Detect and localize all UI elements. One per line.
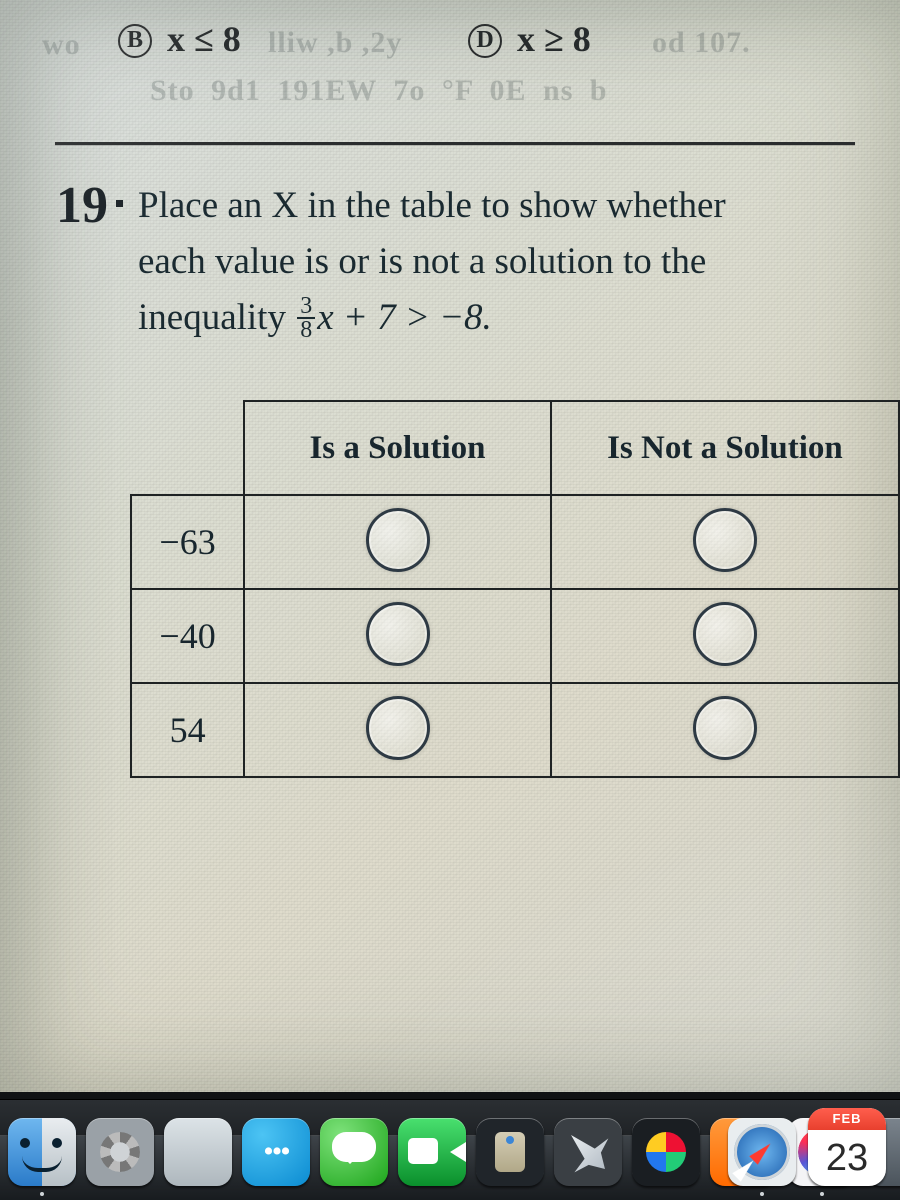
solution-table: Is a Solution Is Not a Solution −63 −40 … (130, 400, 900, 778)
bleed-text: od 107. (652, 26, 751, 60)
column-header-is-solution: Is a Solution (244, 401, 551, 495)
macos-dock: FEB 23 (0, 1099, 900, 1200)
calendar-month: FEB (808, 1108, 886, 1130)
worksheet-page: B x ≤ 8 D x ≥ 8 wo lliw ,b ,2y od 107. S… (0, 0, 900, 1100)
table-row: −63 (131, 495, 899, 589)
row-value: −40 (131, 589, 244, 683)
cell-solution[interactable] (244, 683, 551, 777)
bleed-text: Sto 9d1 191EW 7o °F 0E ns b (150, 74, 608, 108)
fraction-3-8: 38 (297, 296, 315, 341)
cell-solution[interactable] (244, 495, 551, 589)
previous-question-options: B x ≤ 8 D x ≥ 8 wo lliw ,b ,2y od 107. S… (0, 18, 900, 128)
question-line2: each value is or is not a solution to th… (138, 241, 706, 282)
bleed-text: wo (42, 28, 81, 62)
bleed-text: lliw ,b ,2y (268, 26, 402, 60)
inequality-expression: x + 7 > −8. (317, 297, 492, 338)
option-letter-b: B (118, 24, 152, 58)
launchpad-icon[interactable] (554, 1118, 622, 1186)
fraction-denominator: 8 (297, 320, 315, 340)
question-line1: Place an X in the table to show whether (138, 185, 726, 226)
cell-solution[interactable] (244, 589, 551, 683)
finder-icon[interactable] (8, 1118, 76, 1186)
question-line3-pre: inequality (138, 297, 295, 338)
option-letter-d: D (468, 24, 502, 58)
row-value: −63 (131, 495, 244, 589)
option-b-expr: x ≤ 8 (167, 19, 241, 59)
row-value: 54 (131, 683, 244, 777)
column-header-is-not-solution: Is Not a Solution (551, 401, 899, 495)
option-d: D x ≥ 8 (468, 18, 591, 60)
table-corner-empty (131, 401, 244, 495)
divider-rule (55, 142, 855, 145)
answer-bubble[interactable] (693, 696, 757, 760)
calendar-day: 23 (808, 1130, 886, 1186)
activity-circle-icon[interactable] (632, 1118, 700, 1186)
skype-icon[interactable] (242, 1118, 310, 1186)
answer-bubble[interactable] (366, 508, 430, 572)
question-text: Place an X in the table to show whether … (138, 178, 860, 346)
calendar-icon[interactable]: FEB 23 (808, 1108, 886, 1186)
table-row: −40 (131, 589, 899, 683)
cell-not-solution[interactable] (551, 683, 899, 777)
system-preferences-icon[interactable] (86, 1118, 154, 1186)
messages-icon[interactable] (320, 1118, 388, 1186)
question-number: 19 (56, 176, 108, 235)
funter-icon[interactable] (164, 1118, 232, 1186)
cell-not-solution[interactable] (551, 589, 899, 683)
question-number-dot (116, 200, 123, 207)
dock-icons-right: FEB 23 (728, 1108, 886, 1186)
answer-bubble[interactable] (366, 602, 430, 666)
fraction-numerator: 3 (297, 296, 315, 316)
screen-sharing-icon[interactable] (476, 1118, 544, 1186)
option-b: B x ≤ 8 (118, 18, 241, 60)
option-d-expr: x ≥ 8 (517, 19, 591, 59)
table-row: 54 (131, 683, 899, 777)
facetime-icon[interactable] (398, 1118, 466, 1186)
screen: B x ≤ 8 D x ≥ 8 wo lliw ,b ,2y od 107. S… (0, 0, 900, 1200)
answer-bubble[interactable] (693, 508, 757, 572)
safari-icon[interactable] (728, 1118, 796, 1186)
answer-bubble[interactable] (366, 696, 430, 760)
cell-not-solution[interactable] (551, 495, 899, 589)
answer-bubble[interactable] (693, 602, 757, 666)
question-19: 19 Place an X in the table to show wheth… (60, 178, 860, 346)
